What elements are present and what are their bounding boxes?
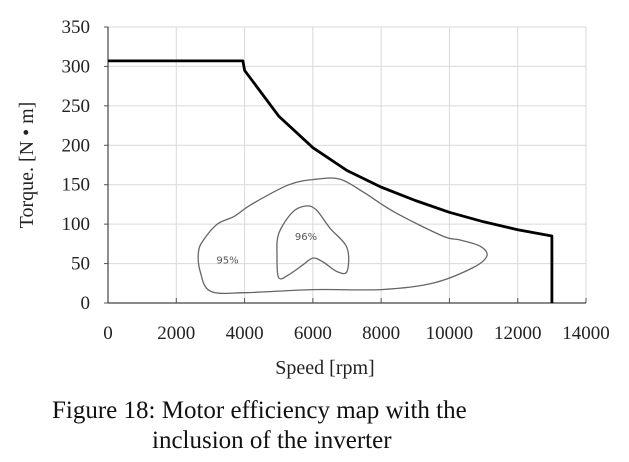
y-tick-label: 0 (81, 293, 91, 314)
figure-caption-line-1: Figure 18: Motor efficiency map with the (52, 397, 467, 424)
x-tick-label: 0 (103, 323, 113, 344)
y-tick-label: 200 (62, 135, 91, 156)
y-tick-label: 50 (71, 254, 90, 275)
efficiency-map-chart: 0 50 100 150 200 250 300 350 0 2000 4000 6000 8000 1… (16, 17, 610, 379)
contour-label-96: 96% (295, 232, 317, 243)
contour-label-95: 95% (216, 256, 238, 267)
figure-caption-line-2: inclusion of the inverter (152, 427, 392, 454)
x-tick-labels: 0 2000 4000 6000 8000 10000 12000 14000 (103, 323, 610, 344)
torque-envelope (108, 59, 554, 303)
efficiency-contours: 95% 96% (197, 177, 488, 295)
y-tick-label: 350 (62, 17, 91, 38)
y-tick-label: 150 (62, 175, 91, 196)
y-tick-label: 300 (62, 56, 91, 77)
x-tick-label: 12000 (494, 323, 542, 344)
x-axis-label: Speed [rpm] (275, 357, 374, 379)
axes (104, 26, 587, 304)
contour-96pct (276, 205, 350, 280)
x-tick-label: 2000 (157, 323, 195, 344)
x-tick-label: 14000 (562, 323, 610, 344)
x-tick-label: 10000 (426, 323, 474, 344)
x-tick-label: 6000 (294, 323, 332, 344)
y-tick-label: 100 (62, 214, 91, 235)
contour-95pct (197, 177, 488, 295)
y-tick-label: 250 (62, 96, 91, 117)
x-tick-label: 8000 (362, 323, 400, 344)
x-tick-label: 4000 (226, 323, 264, 344)
y-tick-labels: 0 50 100 150 200 250 300 350 (62, 17, 91, 314)
y-axis-label: Torque. [N • m] (16, 102, 38, 229)
series-line (108, 59, 554, 303)
grid-lines (108, 26, 587, 303)
